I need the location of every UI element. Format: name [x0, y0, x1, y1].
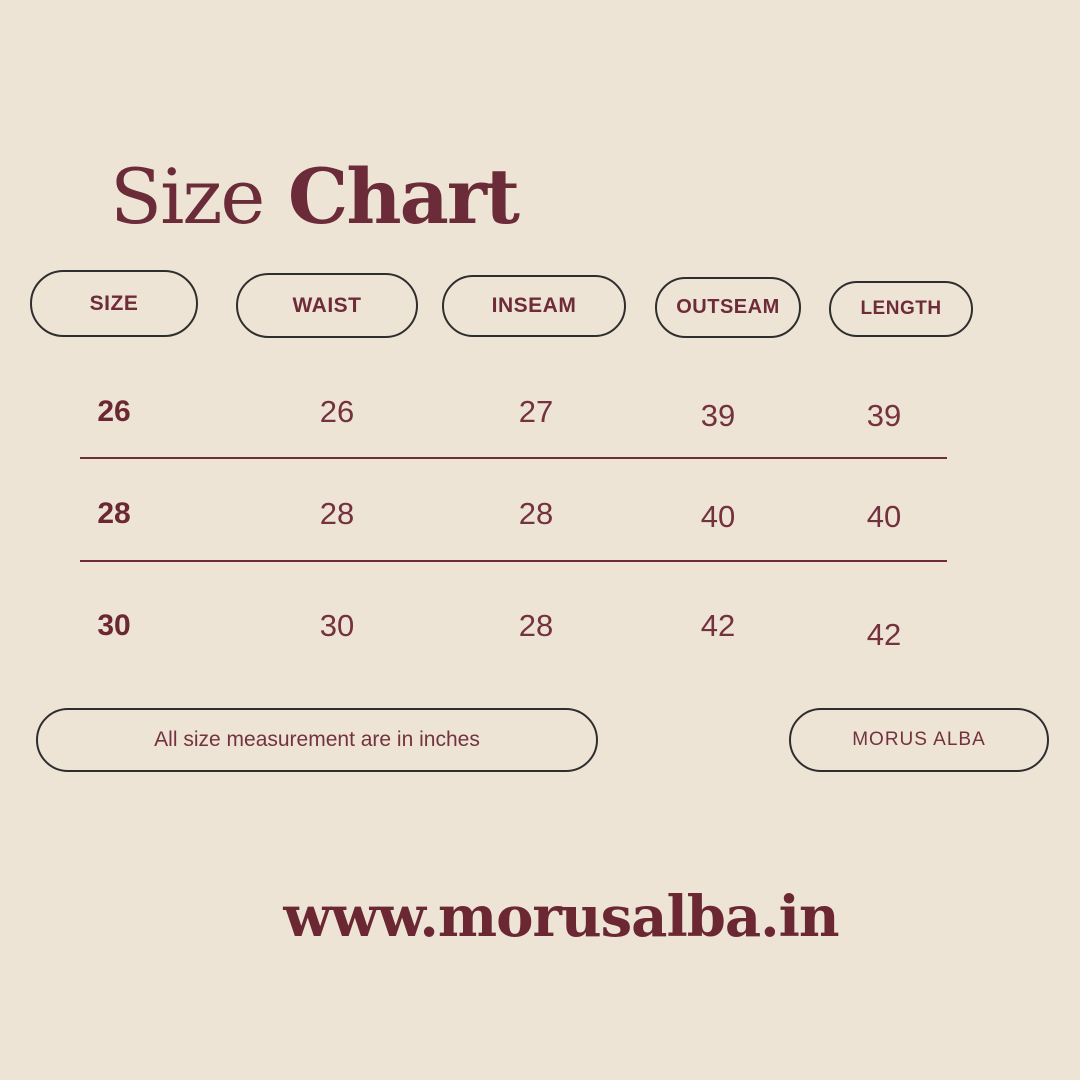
- column-header-outseam: OUTSEAM: [655, 277, 801, 338]
- column-header-inseam-label: INSEAM: [491, 294, 577, 317]
- row-divider: [80, 457, 947, 459]
- table-cell-waist-26: 26: [319, 394, 355, 429]
- table-cell-inseam-26: 27: [518, 394, 554, 429]
- column-header-size: SIZE: [30, 270, 198, 337]
- website-url[interactable]: www.morusalba.in: [283, 884, 839, 950]
- brand-name: MORUS ALBA: [852, 729, 986, 750]
- page-title-regular: Size: [110, 151, 265, 241]
- page-title-bold: Chart: [287, 151, 520, 241]
- table-cell-inseam-28: 28: [518, 496, 554, 531]
- table-cell-outseam-26: 39: [700, 398, 736, 433]
- table-cell-size-28: 28: [97, 497, 131, 530]
- table-cell-inseam-30: 28: [518, 608, 554, 643]
- brand-pill: MORUS ALBA: [789, 708, 1049, 772]
- column-header-inseam: INSEAM: [442, 275, 626, 337]
- measurement-note-text: All size measurement are in inches: [154, 728, 480, 751]
- table-cell-outseam-28: 40: [700, 499, 736, 534]
- table-cell-size-30: 30: [97, 609, 131, 642]
- column-header-length: LENGTH: [829, 281, 973, 337]
- column-header-size-label: SIZE: [89, 291, 139, 315]
- table-cell-length-28: 40: [866, 499, 902, 534]
- row-divider: [80, 560, 947, 562]
- table-cell-waist-30: 30: [319, 608, 355, 643]
- table-cell-size-26: 26: [97, 395, 131, 428]
- column-header-outseam-label: OUTSEAM: [676, 296, 780, 318]
- page-title: Size Chart: [110, 151, 520, 241]
- column-header-waist-label: WAIST: [292, 293, 362, 317]
- table-cell-length-26: 39: [866, 398, 902, 433]
- table-cell-waist-28: 28: [319, 496, 355, 531]
- table-cell-outseam-30: 42: [700, 608, 736, 643]
- column-header-waist: WAIST: [236, 273, 418, 338]
- column-header-length-label: LENGTH: [860, 298, 942, 319]
- table-cell-length-30: 42: [866, 617, 902, 652]
- measurement-note-pill: All size measurement are in inches: [36, 708, 598, 772]
